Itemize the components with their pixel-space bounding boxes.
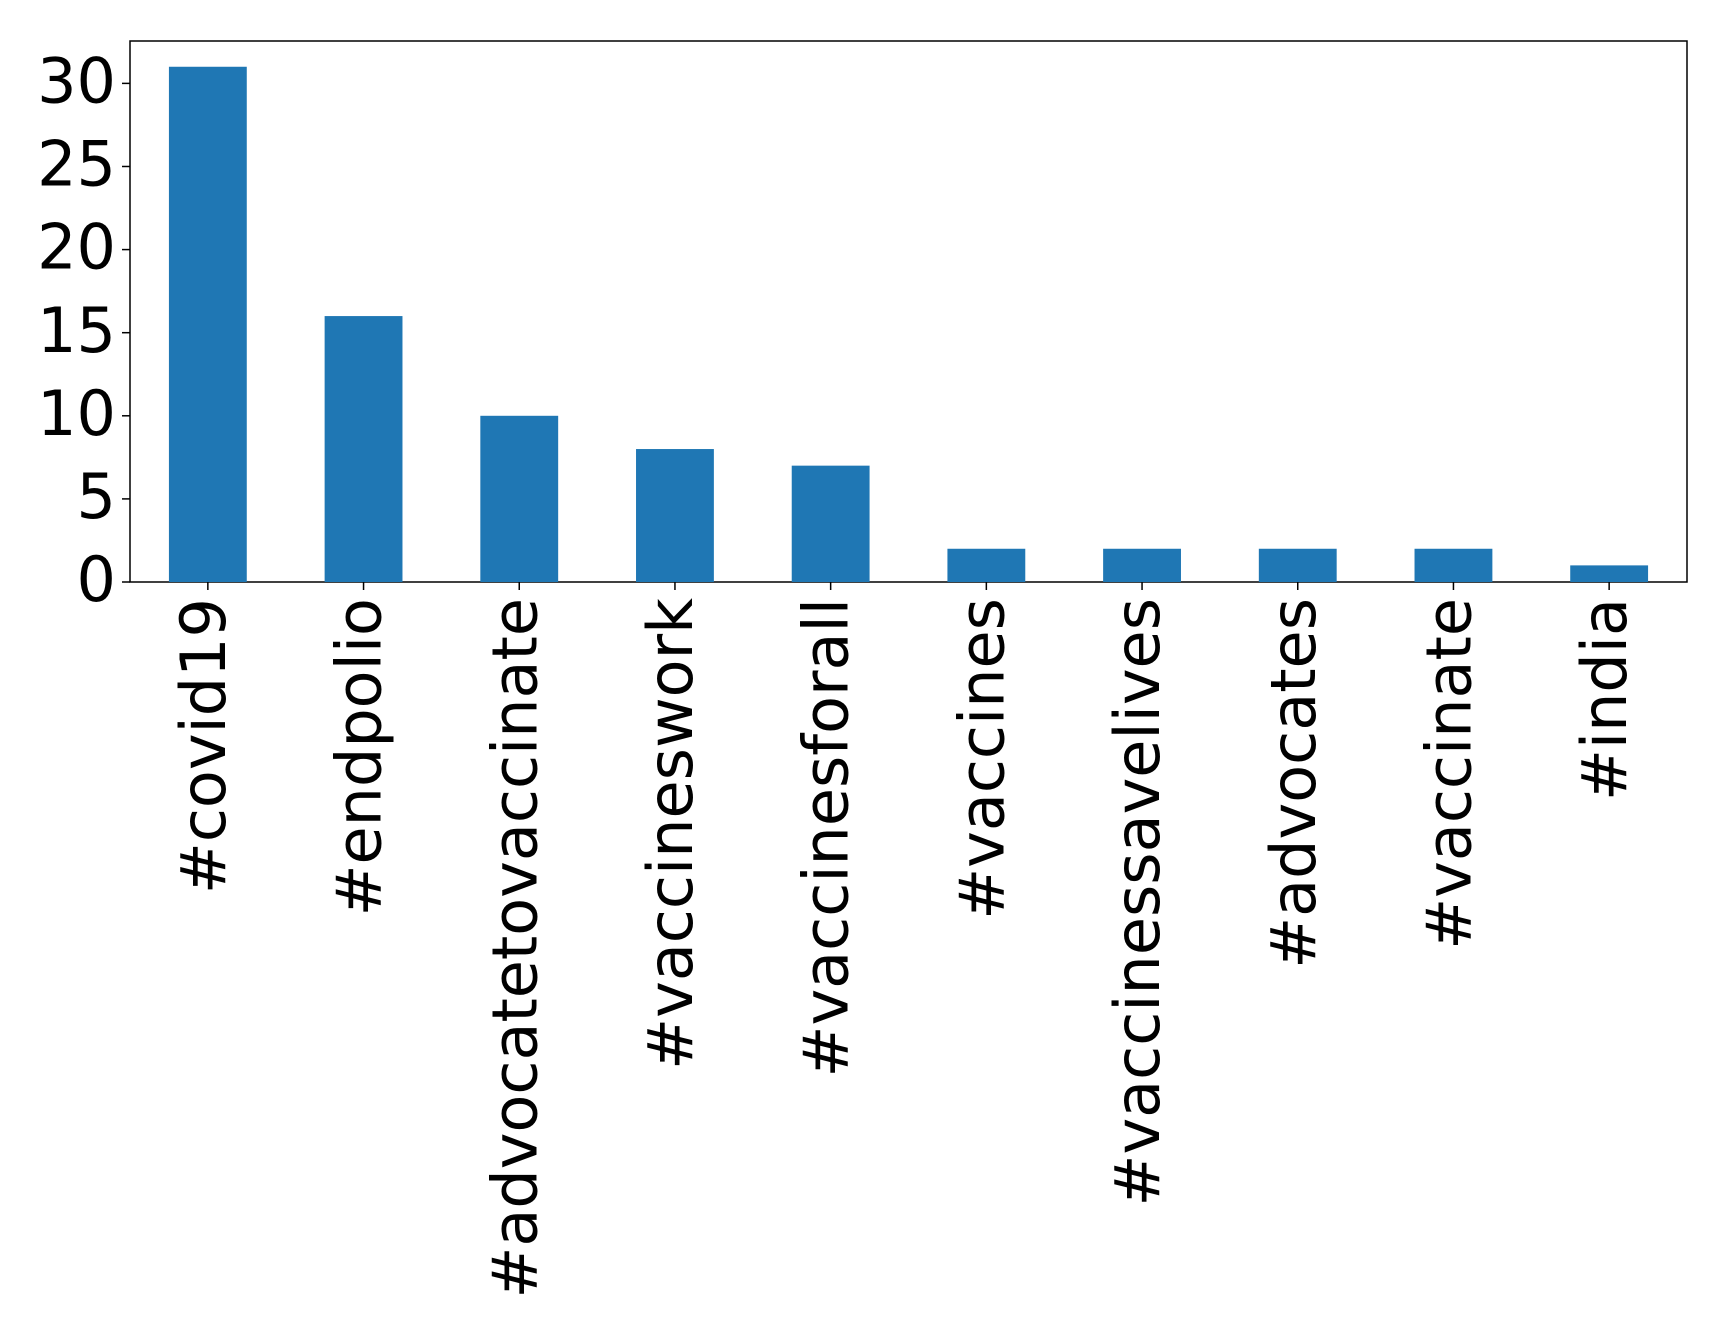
x-tick-label: #endpolio bbox=[323, 598, 396, 916]
y-tick-label: 0 bbox=[77, 543, 116, 616]
y-tick-label: 10 bbox=[37, 377, 116, 450]
x-tick-label: #vaccines bbox=[945, 598, 1018, 920]
x-tick-label: #vaccinessavelives bbox=[1101, 598, 1174, 1207]
bar bbox=[168, 66, 247, 582]
bar bbox=[636, 449, 714, 582]
x-tick-label: #advocatetovaccinate bbox=[478, 598, 551, 1299]
bar bbox=[1414, 548, 1493, 582]
x-tick-label: #vaccinate bbox=[1413, 598, 1486, 950]
bar bbox=[1570, 565, 1649, 582]
y-tick-label: 5 bbox=[77, 460, 116, 533]
y-tick-label: 20 bbox=[37, 211, 116, 284]
bar bbox=[324, 316, 403, 582]
y-tick-label: 25 bbox=[37, 128, 116, 201]
plot-frame bbox=[129, 40, 1688, 583]
bar bbox=[1258, 548, 1337, 582]
x-tick-label: #india bbox=[1568, 598, 1641, 801]
x-tick-label: #vaccineswork bbox=[634, 598, 707, 1070]
x-tick-label: #advocates bbox=[1257, 598, 1330, 969]
y-tick-label: 30 bbox=[37, 44, 116, 117]
bar bbox=[1103, 548, 1181, 582]
bar bbox=[947, 548, 1026, 582]
x-tick-label: #vaccinesforall bbox=[790, 598, 863, 1077]
bar bbox=[791, 465, 870, 582]
bar bbox=[480, 415, 559, 582]
y-tick-label: 15 bbox=[37, 294, 116, 367]
x-tick-label: #covid19 bbox=[167, 598, 240, 894]
